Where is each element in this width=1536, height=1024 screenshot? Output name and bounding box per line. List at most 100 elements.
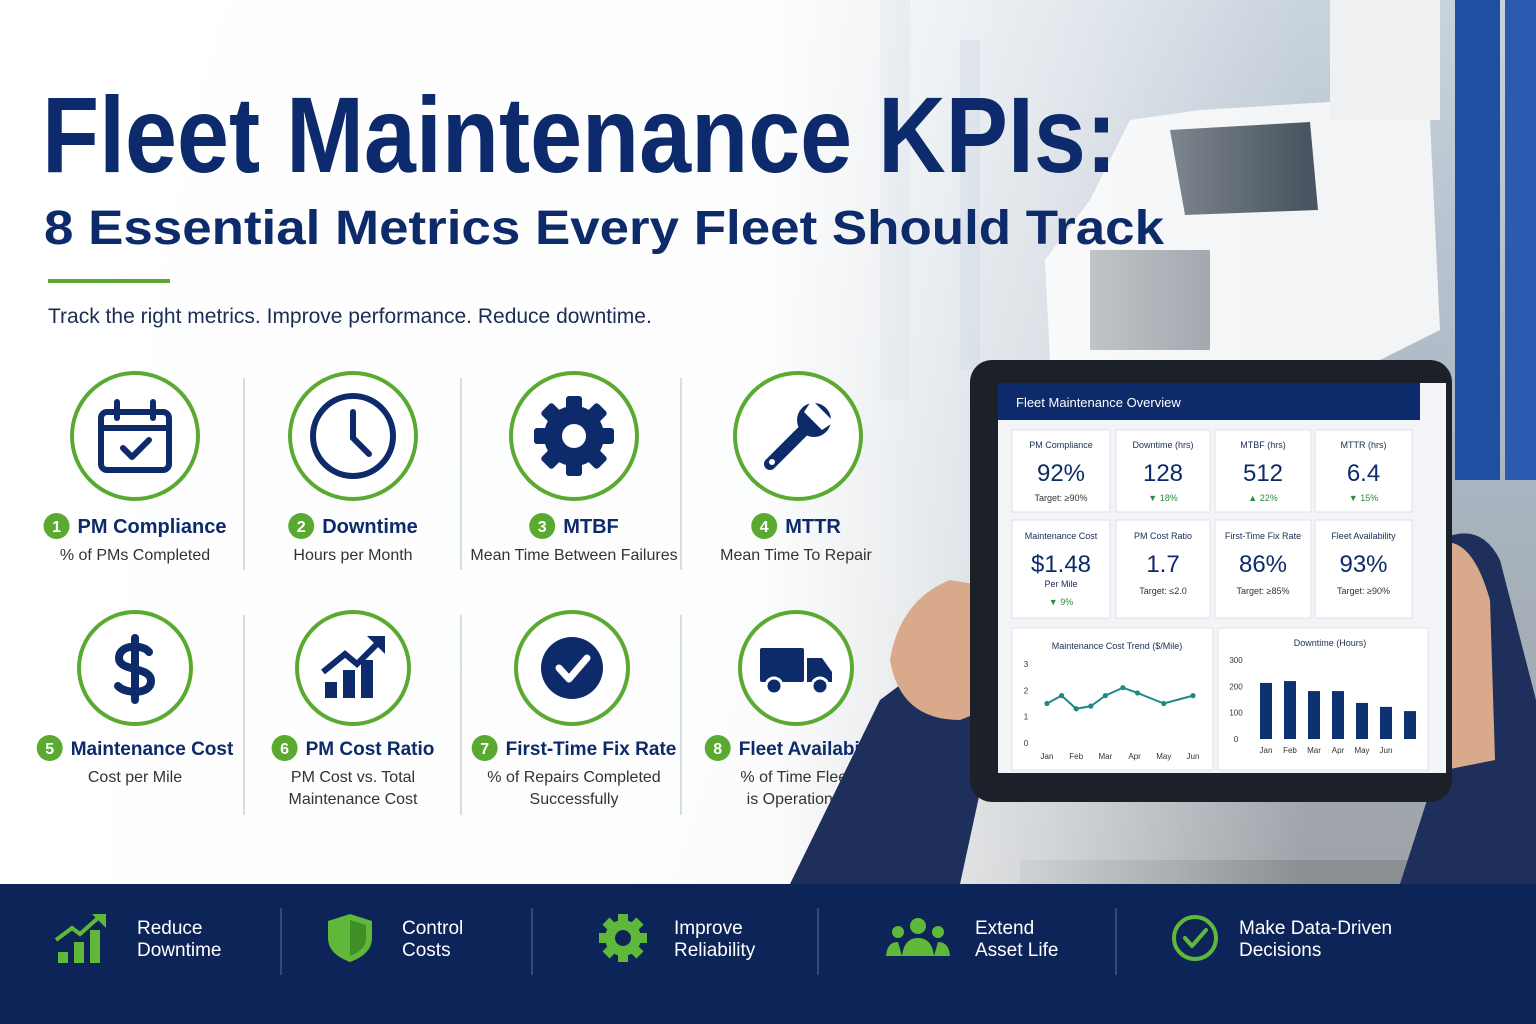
kpi-description: PM Cost vs. Total bbox=[291, 769, 415, 786]
kpi-card bbox=[1011, 429, 1111, 513]
check-icon bbox=[541, 637, 603, 699]
card-note: ▼ 9% bbox=[1049, 597, 1073, 607]
card-note: Target: ≥90% bbox=[1035, 493, 1088, 503]
kpi-card bbox=[1214, 429, 1312, 513]
bar bbox=[1284, 681, 1296, 739]
card-value: 93% bbox=[1339, 551, 1387, 578]
growth-icon bbox=[54, 914, 106, 963]
x-tick-label: May bbox=[1354, 746, 1369, 755]
accent-line bbox=[48, 279, 170, 283]
bar bbox=[1308, 691, 1320, 739]
kpi-badge bbox=[471, 735, 498, 761]
card-note: ▼ 18% bbox=[1148, 493, 1177, 503]
clock-icon bbox=[310, 393, 396, 479]
bar bbox=[1404, 711, 1416, 739]
card-note: Target: ≥90% bbox=[1337, 586, 1390, 596]
card-unit: Per Mile bbox=[1044, 579, 1077, 589]
kpi-name: MTBF bbox=[563, 516, 619, 538]
benefit-text: Reliability bbox=[674, 940, 756, 961]
kpi-dividers bbox=[243, 378, 682, 815]
kpi-card bbox=[1314, 519, 1413, 619]
benefit-text: Asset Life bbox=[975, 940, 1058, 961]
y-tick-label: 2 bbox=[1024, 686, 1029, 695]
kpi-name: Maintenance Cost bbox=[71, 739, 234, 760]
benefit-text: Costs bbox=[402, 940, 451, 961]
kpi-name: First-Time Fix Rate bbox=[506, 739, 677, 760]
kpi-card bbox=[1314, 429, 1413, 513]
kpi-number: 2 bbox=[297, 519, 306, 536]
benefit-dividers bbox=[280, 908, 1117, 975]
kpi-description: Mean Time Between Failures bbox=[470, 547, 677, 564]
kpi-number: 7 bbox=[480, 741, 489, 758]
card-label: MTTR (hrs) bbox=[1341, 440, 1387, 450]
kpi-card bbox=[1011, 519, 1111, 619]
trend-point bbox=[1120, 685, 1126, 691]
card-label: MTBF (hrs) bbox=[1240, 440, 1286, 450]
kpi-description: % of Repairs Completed bbox=[487, 769, 660, 786]
x-tick-label: Mar bbox=[1307, 746, 1321, 755]
x-tick-label: Feb bbox=[1069, 752, 1083, 761]
benefit-text: Improve bbox=[674, 918, 743, 939]
y-tick-label: 3 bbox=[1024, 660, 1029, 669]
kpi-badge bbox=[751, 513, 778, 539]
title: Fleet Maintenance KPIs: bbox=[42, 74, 1117, 195]
benefit-text: Control bbox=[402, 918, 463, 939]
gear-icon bbox=[534, 396, 614, 476]
card-label: PM Cost Ratio bbox=[1134, 531, 1192, 541]
x-tick-label: Mar bbox=[1099, 752, 1113, 761]
benefit-text: Extend bbox=[975, 918, 1034, 939]
card-note: ▲ 22% bbox=[1248, 493, 1277, 503]
kpi-number: 8 bbox=[713, 741, 722, 758]
kpi-number: 4 bbox=[760, 519, 769, 536]
card-value: 86% bbox=[1239, 551, 1287, 578]
trend-point bbox=[1102, 693, 1108, 699]
card-label: Fleet Availability bbox=[1331, 531, 1396, 541]
kpi-description: Mean Time To Repair bbox=[720, 547, 872, 564]
card-value: 6.4 bbox=[1347, 460, 1380, 487]
x-tick-label: Feb bbox=[1283, 746, 1297, 755]
card-value: 1.7 bbox=[1146, 551, 1179, 578]
trend-point bbox=[1088, 703, 1094, 709]
kpi-badge bbox=[288, 513, 315, 539]
chart-title: Downtime (Hours) bbox=[1294, 638, 1367, 648]
kpi-description: Successfully bbox=[530, 791, 619, 808]
benefit-text: Downtime bbox=[137, 940, 221, 961]
bar bbox=[1332, 691, 1344, 739]
shield-shade bbox=[350, 920, 366, 956]
card-value: 92% bbox=[1037, 460, 1085, 487]
card-label: PM Compliance bbox=[1029, 440, 1093, 450]
chart-title: Maintenance Cost Trend ($/Mile) bbox=[1052, 641, 1183, 651]
benefit-text: Decisions bbox=[1239, 940, 1321, 961]
dashboard-title: Fleet Maintenance Overview bbox=[1016, 395, 1181, 410]
y-tick-label: 200 bbox=[1229, 682, 1243, 691]
dashboard-header bbox=[998, 383, 1420, 420]
truck-icon bbox=[760, 648, 832, 696]
trend-point bbox=[1134, 690, 1141, 696]
kpi-card bbox=[1115, 429, 1211, 513]
calendar-icon bbox=[98, 399, 172, 473]
bar bbox=[1380, 706, 1392, 739]
card-label: Downtime (hrs) bbox=[1132, 440, 1193, 450]
benefit-text: Make Data-Driven bbox=[1239, 918, 1392, 939]
kpi-name: Downtime bbox=[322, 516, 418, 538]
kpi-badge bbox=[271, 735, 298, 761]
chart-icon bbox=[321, 636, 385, 698]
kpi-name: Fleet Availability bbox=[739, 739, 888, 760]
subtitle: 8 Essential Metrics Every Fleet Should T… bbox=[44, 202, 1164, 255]
kpi-card bbox=[1214, 519, 1312, 619]
kpi-badge bbox=[36, 735, 63, 761]
benefits-band bbox=[0, 884, 1536, 1024]
trend-point bbox=[1044, 700, 1050, 707]
x-tick-label: Apr bbox=[1128, 752, 1141, 761]
x-tick-label: Jan bbox=[1260, 746, 1273, 755]
card-value: $1.48 bbox=[1031, 551, 1091, 578]
check-benefit-icon bbox=[1172, 915, 1218, 961]
y-tick-label: 0 bbox=[1024, 739, 1029, 748]
kpi-number: 6 bbox=[280, 741, 289, 758]
x-tick-label: Jan bbox=[1041, 752, 1054, 761]
benefit-text: Reduce bbox=[137, 918, 203, 939]
card-value: 512 bbox=[1243, 460, 1283, 487]
kpi-card bbox=[1115, 519, 1211, 619]
bar bbox=[1356, 702, 1368, 739]
